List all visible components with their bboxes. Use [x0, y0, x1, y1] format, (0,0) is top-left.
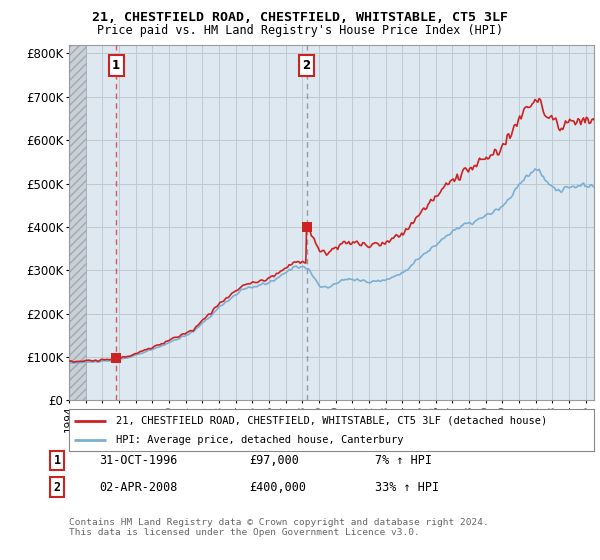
Text: £97,000: £97,000 [249, 454, 299, 467]
Text: 1: 1 [112, 59, 120, 72]
Text: HPI: Average price, detached house, Canterbury: HPI: Average price, detached house, Cant… [116, 435, 404, 445]
Bar [69, 45, 86, 400]
Text: 2: 2 [53, 480, 61, 494]
Text: 33% ↑ HPI: 33% ↑ HPI [375, 480, 439, 494]
Text: Contains HM Land Registry data © Crown copyright and database right 2024.
This d: Contains HM Land Registry data © Crown c… [69, 518, 489, 538]
Text: 21, CHESTFIELD ROAD, CHESTFIELD, WHITSTABLE, CT5 3LF (detached house): 21, CHESTFIELD ROAD, CHESTFIELD, WHITSTA… [116, 416, 548, 426]
Text: 2: 2 [302, 59, 311, 72]
Text: 31-OCT-1996: 31-OCT-1996 [99, 454, 178, 467]
Text: £400,000: £400,000 [249, 480, 306, 494]
Text: 02-APR-2008: 02-APR-2008 [99, 480, 178, 494]
Text: Price paid vs. HM Land Registry's House Price Index (HPI): Price paid vs. HM Land Registry's House … [97, 24, 503, 37]
Text: 7% ↑ HPI: 7% ↑ HPI [375, 454, 432, 467]
Text: 1: 1 [53, 454, 61, 467]
Text: 21, CHESTFIELD ROAD, CHESTFIELD, WHITSTABLE, CT5 3LF: 21, CHESTFIELD ROAD, CHESTFIELD, WHITSTA… [92, 11, 508, 24]
